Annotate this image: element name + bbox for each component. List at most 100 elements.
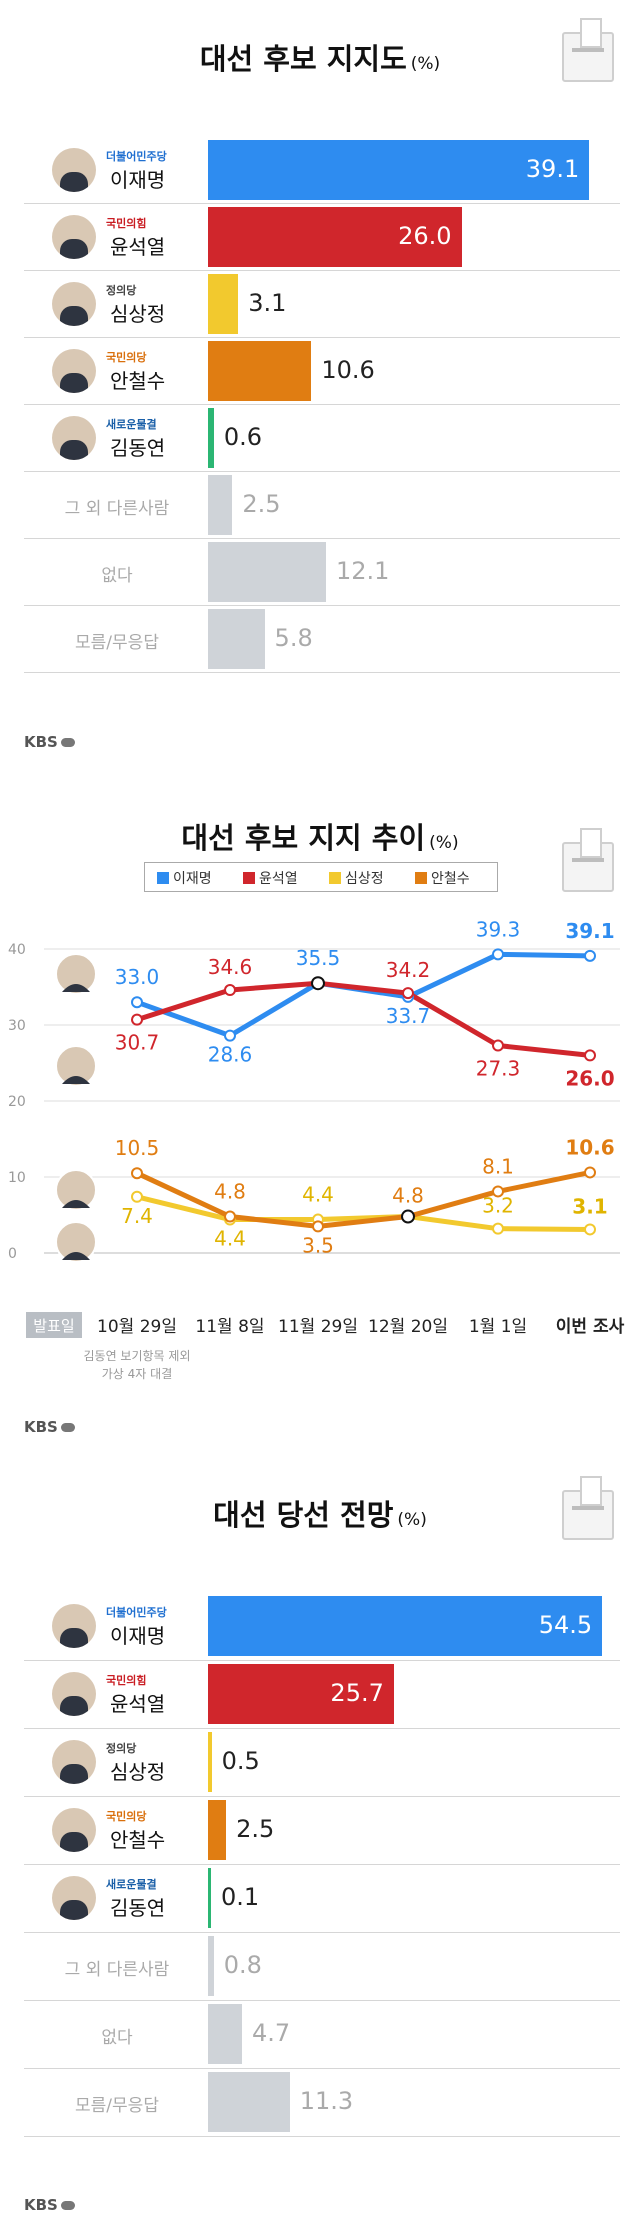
bar — [208, 1868, 211, 1928]
legend-item: 심상정 — [329, 868, 384, 888]
ballot-box-icon — [562, 1476, 614, 1540]
data-point — [131, 1190, 143, 1203]
x-tick-label: 11월 8일 — [195, 1317, 264, 1337]
forecast-row: 그 외 다른사람 0.8 — [24, 1932, 620, 2001]
kbs-logo-text: KBS — [24, 733, 58, 751]
bar — [208, 609, 265, 669]
bar-value-label: 12.1 — [335, 557, 390, 585]
data-point — [492, 1222, 504, 1235]
legend-item: 이재명 — [157, 868, 212, 888]
data-label: 3.5 — [302, 1233, 334, 1257]
series-line-2 — [136, 1194, 591, 1232]
data-label: 34.2 — [386, 958, 431, 982]
data-label: 28.6 — [208, 1043, 253, 1067]
candidate-photo-sim-suit — [62, 1252, 90, 1260]
bar — [208, 2004, 242, 2064]
bar-value-label: 4.7 — [251, 2019, 291, 2047]
response-label: 없다 — [101, 2028, 133, 2048]
candidate-photo — [52, 1876, 96, 1920]
response-label: 모름/무응답 — [75, 633, 159, 653]
response-label: 모름/무응답 — [75, 2096, 159, 2116]
candidate-photo — [52, 282, 96, 326]
data-point — [492, 948, 504, 961]
candidate-photo-yoon-suit — [62, 1076, 90, 1084]
bar-value-label: 0.1 — [221, 1883, 260, 1911]
data-point — [584, 1049, 596, 1062]
trend-line-chart: 0 10 20 30 40 발표일 10월 29일 11월 8일 11월 29일 12월 20일 1… — [8, 917, 625, 1381]
candidate-name: 윤석열 — [110, 1692, 166, 1716]
data-point — [584, 949, 596, 962]
data-label: 34.6 — [208, 955, 253, 979]
series-line-1 — [136, 980, 591, 1058]
x-header-label: 발표일 — [33, 1317, 74, 1335]
data-label: 4.8 — [214, 1180, 246, 1204]
data-label: 39.3 — [476, 917, 521, 941]
support-row: 그 외 다른사람 2.5 — [24, 471, 620, 539]
bar — [208, 274, 239, 334]
legend-swatch — [329, 872, 341, 884]
legend-label: 심상정 — [345, 871, 384, 887]
legend-swatch — [243, 872, 255, 884]
y-tick-label: 0 — [8, 1246, 17, 1262]
kbs-logo-text: KBS — [24, 1418, 58, 1436]
trend-title-unit: (%) — [429, 833, 459, 853]
tie-marker — [401, 1209, 415, 1224]
candidate-photo-sim — [55, 1221, 97, 1263]
candidate-photo-ahn — [55, 1169, 97, 1211]
candidate-name: 이재명 — [110, 168, 166, 192]
data-point — [131, 1013, 143, 1026]
bar — [208, 1732, 212, 1792]
data-point — [312, 1220, 324, 1233]
candidate-photo-ahn-suit — [62, 1200, 90, 1208]
kbs-logo: KBS — [24, 1418, 75, 1436]
trend-title-text: 대선 후보 지지 추이 — [181, 821, 426, 855]
bar-value-label: 39.1 — [525, 155, 580, 183]
legend-item: 윤석열 — [243, 868, 298, 888]
forecast-row: 새로운물결 김동연 0.1 — [24, 1864, 620, 1933]
candidate-name: 심상정 — [110, 1760, 166, 1784]
data-label: 4.8 — [392, 1184, 424, 1208]
response-label: 없다 — [101, 566, 133, 586]
legend-label: 안철수 — [431, 871, 470, 887]
x-tick-label: 10월 29일 — [97, 1317, 177, 1337]
x-tick-label: 11월 29일 — [278, 1317, 358, 1337]
candidate-photo — [52, 1604, 96, 1648]
candidate-photo-yoon — [55, 1045, 97, 1087]
data-point — [131, 996, 143, 1009]
bar-value-label: 0.6 — [223, 423, 263, 451]
candidate-photo — [52, 1672, 96, 1716]
forecast-row: 모름/무응답 11.3 — [24, 2068, 620, 2137]
support-row: 국민의당 안철수 10.6 — [24, 337, 620, 405]
candidate-name: 안철수 — [110, 1828, 166, 1852]
candidate-name: 이재명 — [110, 1624, 166, 1648]
party-name: 국민의당 — [106, 351, 147, 364]
x-tick-label: 12월 20일 — [368, 1317, 448, 1337]
bar — [208, 1596, 603, 1656]
data-label: 35.5 — [296, 946, 341, 970]
data-label: 10.5 — [115, 1136, 160, 1160]
legend-item: 안철수 — [415, 868, 470, 888]
footnote: 김동연 보기항목 제외 — [84, 1349, 191, 1363]
support-row: 더불어민주당 이재명 39.1 — [24, 136, 620, 204]
legend-label: 윤석열 — [259, 871, 298, 887]
data-label: 4.4 — [214, 1227, 246, 1251]
data-label: 3.2 — [482, 1194, 514, 1218]
data-label: 8.1 — [482, 1154, 514, 1178]
data-point — [131, 1167, 143, 1180]
ballot-box-icon — [562, 18, 614, 82]
support-title-unit: (%) — [410, 54, 441, 74]
data-label: 26.0 — [565, 1066, 614, 1090]
candidate-photo-lee — [55, 953, 97, 995]
data-label: 4.4 — [302, 1183, 334, 1207]
candidate-photo-lee-suit — [62, 984, 90, 992]
candidate-photo — [52, 215, 96, 259]
party-name: 정의당 — [106, 1742, 137, 1755]
ballot-box-icon — [562, 828, 614, 892]
trend-title: 대선 후보 지지 추이 (%) — [0, 815, 640, 857]
forecast-title: 대선 당선 전망 (%) — [0, 1492, 640, 1534]
forecast-row: 국민의힘 윤석열 25.7 — [24, 1660, 620, 1729]
bar — [208, 341, 312, 401]
data-point — [224, 1029, 236, 1042]
trend-legend: 이재명 윤석열 심상정 안철수 — [144, 862, 498, 892]
legend-label: 이재명 — [173, 871, 212, 887]
